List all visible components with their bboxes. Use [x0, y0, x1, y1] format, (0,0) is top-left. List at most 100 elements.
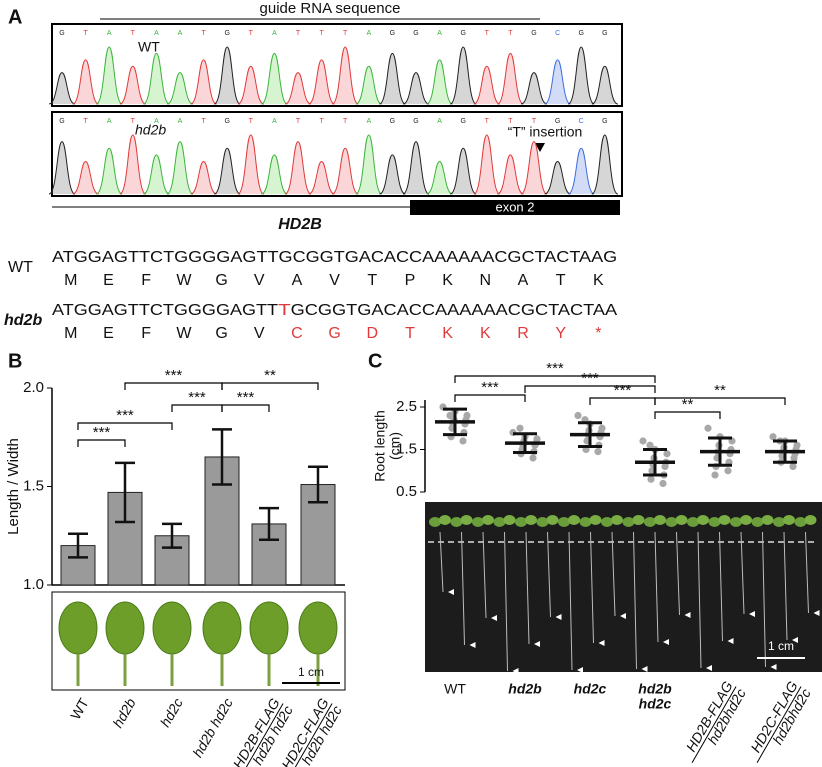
- peak: [284, 72, 312, 105]
- base-letter: T: [343, 118, 348, 125]
- cotyledon: [558, 517, 570, 527]
- label-rule: [287, 703, 333, 767]
- cotyledon: [675, 515, 688, 525]
- base-letter: G: [59, 118, 64, 125]
- cotyledon: [665, 517, 678, 527]
- cotyledon: [761, 515, 774, 525]
- cotyledon: [450, 517, 463, 527]
- error-bar: [259, 506, 279, 541]
- cotyledon: [460, 515, 473, 525]
- amino-acid: W: [176, 325, 192, 342]
- dna-sequence: T: [278, 302, 291, 319]
- error-bar: [212, 428, 232, 486]
- root-tip-arrow: [598, 640, 605, 646]
- seq-label: WT: [8, 259, 33, 276]
- base-letter: T: [508, 30, 513, 37]
- gene-label: HD2B: [278, 216, 322, 233]
- cotyledon: [697, 515, 709, 525]
- root-tip-arrow: [620, 613, 626, 619]
- base-letter: A: [272, 30, 277, 37]
- peak: [496, 52, 524, 105]
- root-tip-arrow: [577, 667, 583, 673]
- base-letter: C: [579, 118, 584, 125]
- root-tip-arrow: [448, 589, 454, 595]
- cotyledon: [644, 517, 656, 527]
- exon-box: [410, 200, 620, 215]
- leaf-photo: [51, 591, 346, 691]
- sig-label: ***: [237, 389, 255, 406]
- amino-acid: V: [329, 272, 340, 289]
- x-tick-label-line: hd2c: [639, 696, 672, 712]
- sig-label: ***: [614, 382, 632, 399]
- data-point: [789, 462, 797, 471]
- y-axis-label: Length / Width: [5, 438, 22, 535]
- data-point: [659, 479, 667, 488]
- base-letter: G: [602, 30, 607, 37]
- cotyledon: [536, 517, 549, 527]
- cotyledon: [730, 517, 742, 527]
- base-letter: C: [555, 30, 560, 37]
- cotyledon: [783, 515, 795, 525]
- exon-label: exon 2: [495, 199, 534, 214]
- sig-label: **: [682, 396, 694, 413]
- cotyledon: [429, 517, 441, 527]
- leaf: [298, 601, 338, 655]
- base-letter: G: [555, 118, 560, 125]
- trace-box: [51, 23, 623, 107]
- root-tip-arrow: [792, 637, 798, 643]
- error-bar: [578, 421, 602, 449]
- base-letter: T: [508, 118, 513, 125]
- peak: [544, 161, 571, 195]
- label-rule: [238, 703, 284, 767]
- cotyledon: [773, 517, 785, 527]
- base-letter: G: [460, 30, 465, 37]
- amino-acid: F: [141, 272, 151, 289]
- cotyledon: [439, 515, 451, 525]
- peak: [331, 147, 359, 195]
- base-letter: T: [485, 30, 490, 37]
- peak: [308, 161, 335, 195]
- leaf: [202, 601, 242, 655]
- root: [633, 531, 637, 670]
- root-tip-arrow: [555, 614, 562, 620]
- peak: [449, 147, 477, 195]
- error-bar: [68, 532, 88, 559]
- cotyledon: [687, 517, 699, 527]
- error-bar: [162, 522, 182, 549]
- data-point: [647, 475, 655, 483]
- base-letter: T: [319, 118, 324, 125]
- root: [525, 531, 530, 645]
- x-tick-label: hd2b hd2c: [189, 695, 236, 760]
- sig-bracket: [171, 404, 223, 412]
- peak: [260, 52, 288, 105]
- sig-bracket: [77, 439, 126, 447]
- root-tip-arrow: [749, 611, 755, 617]
- error-bar: [643, 448, 667, 477]
- error-bar: [773, 439, 797, 464]
- y-tick-label: 1.5: [396, 440, 417, 457]
- insertion-label: “T” insertion: [508, 124, 583, 140]
- x-tick-label-text: WT: [444, 681, 466, 697]
- data-point: [661, 462, 669, 471]
- amino-acid: V: [254, 325, 265, 342]
- base-letter: A: [437, 30, 442, 37]
- base-letter: G: [460, 118, 465, 125]
- root-tip-arrow: [534, 641, 540, 647]
- peak: [331, 46, 359, 105]
- cotyledon: [611, 515, 623, 525]
- root: [461, 531, 465, 646]
- cotyledon: [546, 515, 559, 525]
- data-point: [446, 411, 454, 420]
- base-letter: G: [413, 118, 418, 125]
- root: [568, 531, 573, 671]
- data-point: [646, 441, 654, 449]
- amino-acid: K: [442, 325, 453, 342]
- peak: [284, 141, 312, 195]
- amino-acid: G: [328, 325, 340, 342]
- cotyledon: [482, 515, 494, 525]
- data-point: [790, 454, 798, 462]
- peak: [237, 65, 265, 105]
- error-bar: [308, 465, 328, 504]
- x-tick-label: hd2c: [574, 681, 607, 697]
